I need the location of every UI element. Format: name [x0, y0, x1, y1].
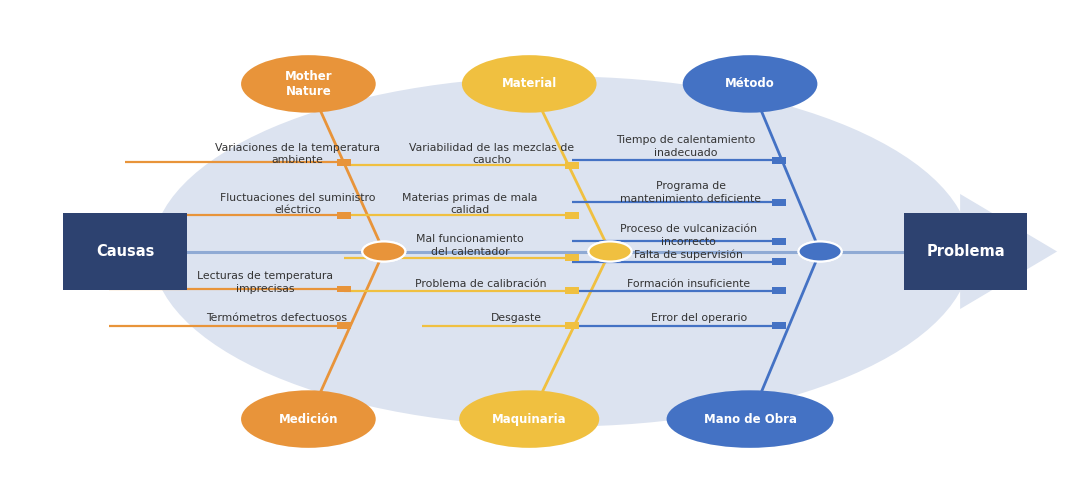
- Ellipse shape: [152, 76, 971, 427]
- FancyBboxPatch shape: [904, 213, 1027, 290]
- Text: Error del operario: Error del operario: [651, 312, 747, 322]
- Polygon shape: [152, 172, 239, 252]
- Text: Medición: Medición: [279, 412, 338, 426]
- FancyBboxPatch shape: [772, 157, 786, 163]
- Text: Fluctuaciones del suministro
eléctrico: Fluctuaciones del suministro eléctrico: [220, 193, 376, 215]
- Ellipse shape: [683, 55, 818, 113]
- Text: Método: Método: [725, 77, 775, 91]
- Text: Lecturas de temperatura
imprecisas: Lecturas de temperatura imprecisas: [198, 271, 334, 294]
- FancyBboxPatch shape: [337, 159, 351, 165]
- Text: Causas: Causas: [96, 244, 154, 259]
- Circle shape: [362, 241, 405, 262]
- Text: Mano de Obra: Mano de Obra: [703, 412, 797, 426]
- FancyBboxPatch shape: [772, 322, 786, 329]
- FancyBboxPatch shape: [565, 162, 579, 169]
- Ellipse shape: [666, 390, 834, 448]
- Text: Mother
Nature: Mother Nature: [285, 70, 333, 98]
- FancyBboxPatch shape: [772, 238, 786, 245]
- Text: Problema de calibración: Problema de calibración: [415, 279, 546, 289]
- Ellipse shape: [459, 390, 599, 448]
- Text: Material: Material: [501, 77, 557, 91]
- Text: Programa de
mantenimiento deficiente: Programa de mantenimiento deficiente: [620, 181, 761, 204]
- Text: Termómetros defectuosos: Termómetros defectuosos: [205, 312, 347, 322]
- Text: Mal funcionamiento
del calentador: Mal funcionamiento del calentador: [416, 234, 524, 257]
- Text: Proceso de vulcanización
incorrecto: Proceso de vulcanización incorrecto: [620, 224, 757, 246]
- Polygon shape: [960, 194, 1057, 309]
- Text: Materias primas de mala
calidad: Materias primas de mala calidad: [402, 193, 538, 215]
- Text: Tiempo de calentamiento
inadecuado: Tiempo de calentamiento inadecuado: [616, 135, 755, 157]
- Polygon shape: [152, 252, 239, 331]
- Circle shape: [589, 241, 632, 262]
- Circle shape: [589, 241, 632, 262]
- FancyBboxPatch shape: [337, 212, 351, 219]
- FancyBboxPatch shape: [565, 322, 579, 329]
- Text: Variaciones de la temperatura
ambiente: Variaciones de la temperatura ambiente: [215, 143, 380, 165]
- Text: Formación insuficiente: Formación insuficiente: [627, 279, 751, 289]
- Text: Falta de supervisión: Falta de supervisión: [634, 249, 743, 260]
- Text: Problema: Problema: [927, 244, 1004, 259]
- Ellipse shape: [241, 390, 376, 448]
- Ellipse shape: [462, 55, 596, 113]
- Text: Maquinaria: Maquinaria: [491, 412, 567, 426]
- Circle shape: [798, 241, 841, 262]
- FancyBboxPatch shape: [565, 287, 579, 294]
- Text: Desgaste: Desgaste: [490, 312, 542, 322]
- FancyBboxPatch shape: [772, 287, 786, 294]
- FancyBboxPatch shape: [565, 212, 579, 219]
- Circle shape: [798, 241, 841, 262]
- FancyBboxPatch shape: [64, 213, 187, 290]
- FancyBboxPatch shape: [772, 199, 786, 206]
- FancyBboxPatch shape: [337, 286, 351, 292]
- Text: Variabilidad de las mezclas de
caucho: Variabilidad de las mezclas de caucho: [409, 143, 575, 165]
- Circle shape: [362, 241, 405, 262]
- FancyBboxPatch shape: [337, 322, 351, 329]
- FancyBboxPatch shape: [565, 254, 579, 261]
- Ellipse shape: [241, 55, 376, 113]
- FancyBboxPatch shape: [772, 258, 786, 265]
